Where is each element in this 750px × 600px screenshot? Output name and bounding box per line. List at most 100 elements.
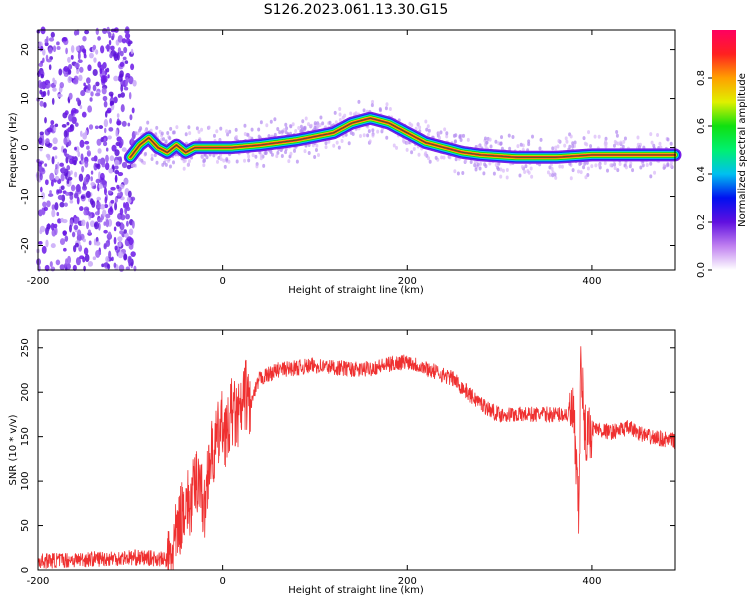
ridge-halo xyxy=(138,128,142,133)
noise-speck xyxy=(55,259,61,266)
snr-frame xyxy=(37,329,676,571)
noise-speck xyxy=(108,31,112,39)
noise-speck xyxy=(104,196,108,204)
noise-speck xyxy=(121,147,127,152)
noise-speck xyxy=(107,135,112,140)
noise-speck xyxy=(85,129,88,136)
noise-speck xyxy=(44,163,48,167)
ridge-halo xyxy=(354,111,358,116)
noise-speck xyxy=(119,207,124,216)
ridge-halo xyxy=(150,157,154,162)
noise-speck xyxy=(46,127,53,133)
noise-speck xyxy=(119,50,124,57)
noise-speck xyxy=(59,201,65,208)
spectrogram-y-tick-label: 0 xyxy=(20,144,31,150)
noise-speck xyxy=(89,52,94,59)
noise-speck xyxy=(68,92,73,100)
noise-speck xyxy=(113,262,117,268)
ridge-halo xyxy=(666,137,670,142)
noise-speck xyxy=(40,73,44,79)
ridge-halo xyxy=(565,139,569,144)
noise-speck xyxy=(57,93,63,98)
ridge-halo xyxy=(454,157,458,162)
noise-speck xyxy=(51,156,55,165)
noise-speck xyxy=(43,102,47,108)
ridge-halo xyxy=(615,129,619,134)
ridge-halo xyxy=(511,134,515,139)
ridge-halo xyxy=(160,131,164,136)
ridge-halo xyxy=(560,164,564,169)
noise-speck xyxy=(110,199,115,204)
ridge-halo xyxy=(586,166,590,171)
noise-speck xyxy=(128,237,134,246)
ridge-halo xyxy=(287,159,291,164)
noise-speck xyxy=(94,125,99,130)
noise-speck xyxy=(107,190,112,194)
ridge-halo xyxy=(319,115,323,120)
noise-speck xyxy=(67,64,73,70)
noise-speck xyxy=(65,258,68,266)
ridge-halo xyxy=(197,129,201,134)
noise-speck xyxy=(97,36,101,41)
ridge-halo xyxy=(505,167,509,172)
ridge-halo xyxy=(291,122,295,127)
noise-speck xyxy=(106,67,110,73)
noise-speck xyxy=(120,92,125,98)
ridge-halo xyxy=(327,139,331,144)
noise-speck xyxy=(39,225,46,233)
figure-title: S126.2023.061.13.30.G15 xyxy=(264,2,449,18)
ridge-halo xyxy=(408,121,412,126)
noise-speck xyxy=(87,152,91,156)
noise-speck xyxy=(64,110,69,116)
noise-speck xyxy=(89,97,93,102)
ridge-halo xyxy=(563,143,567,148)
noise-speck xyxy=(103,187,107,196)
noise-speck xyxy=(69,158,75,165)
noise-speck xyxy=(116,120,121,126)
ridge-halo xyxy=(505,175,509,180)
noise-speck xyxy=(95,238,99,242)
noise-speck xyxy=(125,38,131,45)
noise-speck xyxy=(48,193,54,197)
noise-speck xyxy=(48,64,52,71)
noise-speck xyxy=(59,162,65,167)
ridge-halo xyxy=(295,159,299,164)
ridge-halo xyxy=(445,131,449,136)
noise-speck xyxy=(83,49,87,56)
ridge-halo xyxy=(557,138,561,143)
ridge-halo xyxy=(550,166,554,171)
ridge-halo xyxy=(316,153,320,158)
noise-speck xyxy=(85,178,90,183)
noise-speck xyxy=(127,255,132,264)
ridge-halo xyxy=(569,176,573,181)
ridge-halo xyxy=(222,158,226,163)
noise-speck xyxy=(117,251,124,259)
noise-speck xyxy=(69,199,74,204)
colorbar-tick-label: 0.2 xyxy=(696,214,707,230)
noise-speck xyxy=(95,27,99,36)
ridge-halo xyxy=(609,163,613,168)
noise-speck xyxy=(108,168,114,174)
ridge-halo xyxy=(162,137,166,142)
noise-speck xyxy=(80,90,86,97)
ridge-halo xyxy=(483,136,487,141)
ridge-halo xyxy=(212,153,216,158)
noise-speck xyxy=(63,202,68,207)
noise-speck xyxy=(119,61,125,67)
ridge-halo xyxy=(392,143,396,148)
noise-speck xyxy=(61,124,67,128)
ridge-halo xyxy=(205,155,209,160)
ridge-halo xyxy=(247,154,251,159)
noise-speck xyxy=(94,221,99,230)
noise-speck xyxy=(87,211,91,217)
snr-x-tick-label: 200 xyxy=(398,576,417,587)
ridge-halo xyxy=(519,142,523,147)
ridge-halo xyxy=(650,140,654,145)
noise-speck xyxy=(128,243,134,250)
noise-speck xyxy=(39,172,43,181)
noise-speck xyxy=(60,173,65,182)
ridge-halo xyxy=(589,144,593,149)
noise-speck xyxy=(44,117,47,124)
noise-speck xyxy=(103,137,107,142)
noise-speck xyxy=(87,105,93,113)
